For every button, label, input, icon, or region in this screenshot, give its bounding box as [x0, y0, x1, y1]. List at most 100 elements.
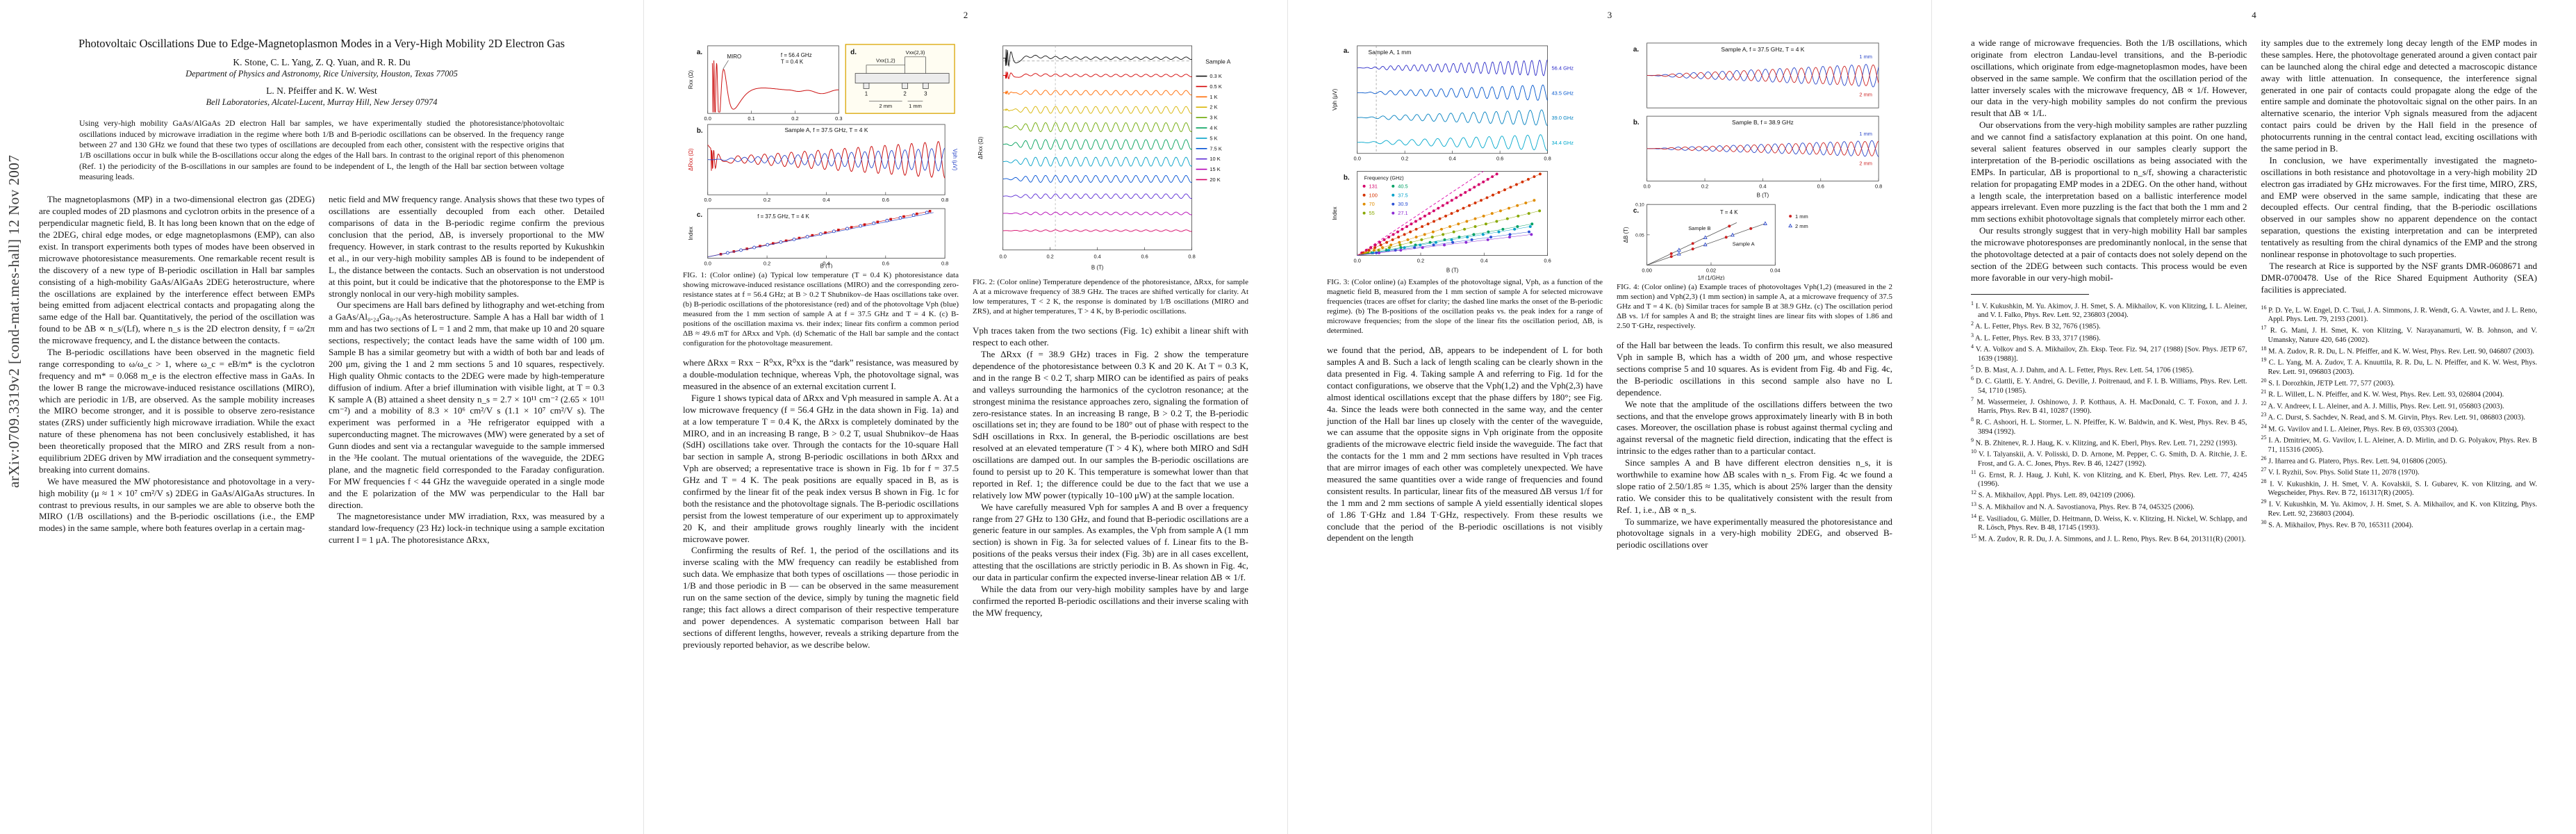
tick-label: 0.6 [1496, 156, 1503, 162]
page3-col1-text: we found that the period, ΔB, appears to… [1327, 345, 1603, 544]
tick-label: 0.6 [1817, 183, 1824, 189]
authors-line: K. Stone, C. L. Yang, Z. Q. Yuan, and R.… [233, 57, 411, 68]
tick-label: 0.0 [1354, 258, 1361, 264]
legend-label: 2 mm [1795, 223, 1808, 229]
fig-label: Sample A, 1 mm [1369, 49, 1412, 56]
fig-curve [1002, 90, 1192, 96]
fig-label: Sample A, f = 37.5 GHz, T = 4 K [1721, 46, 1804, 53]
reference-item: 26 J. Iñarrea and G. Platero, Phys. Rev.… [2261, 455, 2447, 466]
paragraph: Our observations from the very-high mobi… [1971, 120, 2247, 224]
legend-label: 131 [1369, 183, 1378, 189]
page-2: 2 a. MIRO f = 56.4 GHz T = 0.4 K Rxx (Ω) 0.0 0… [644, 0, 1288, 834]
tick-label: 0.4 [1759, 183, 1766, 189]
tick-label: 0.2 [763, 197, 770, 203]
fig-curve [1002, 49, 1192, 67]
reference-item: 9 N. B. Zhitenev, R. J. Haug, K. v. Klit… [1971, 436, 2238, 448]
legend-label: 37.5 [1398, 192, 1407, 198]
page4-col2-text: ity samples due to the extremely long de… [2261, 38, 2538, 296]
fig-curve [1357, 174, 1497, 256]
fig-label: Index [1332, 206, 1338, 220]
fig-curve [1357, 171, 1484, 256]
reference-item: 8 R. C. Ashoori, H. L. Stormer, L. N. Pf… [1971, 416, 2247, 436]
paragraph: Vph traces taken from the two sections (… [973, 325, 1248, 348]
fig-curve [1357, 211, 1540, 256]
figure-2-caption: FIG. 2: (Color online) Temperature depen… [973, 278, 1248, 316]
figure-1-caption: FIG. 1: (Color online) (a) Typical low t… [683, 271, 959, 348]
reference-item: 17 R. G. Mani, J. H. Smet, K. von Klitzi… [2261, 325, 2538, 344]
fig-label: Vxx(2,3) [906, 49, 925, 56]
paragraph: Our results strongly suggest that in ver… [1971, 225, 2247, 283]
fig-curve [1002, 193, 1192, 199]
reference-item: 24 M. G. Vavilov and I. L. Aleiner, Phys… [2261, 423, 2459, 434]
fig-label: B (T) [1446, 267, 1459, 273]
page-number: 2 [963, 10, 968, 20]
figure-2: 0.3 K 0.5 K 1 K 2 K 3 K 4 K 5 K 7.5 K 10 K 15 K 20… [973, 38, 1248, 317]
page-4: 4 a wide range of microwave frequencies.… [1932, 0, 2576, 834]
fig-label: 0.05 [1635, 233, 1644, 238]
fig-label: T = 4 K [1720, 209, 1738, 215]
page1-column-2: netic field and MW frequency range. Anal… [329, 194, 604, 546]
legend-label: 3 K [1209, 115, 1217, 121]
fig-label: d. [850, 49, 857, 56]
fig-curve [1002, 229, 1192, 232]
tick-label: 0.0 [1354, 156, 1361, 162]
legend-label: 5 K [1209, 135, 1217, 141]
figure-3: a. Sample A, 1 mm 56.4 GHz 43.5 GHz 39.0 GHz… [1327, 38, 1603, 336]
fig-label: Vph (μV) [952, 149, 958, 171]
paragraph: The ΔRxx (f = 38.9 GHz) traces in Fig. 2… [973, 349, 1248, 500]
fig-label: B (T) [1091, 264, 1104, 270]
fig-label: 1 mm [909, 103, 922, 109]
reference-item: 22 A. V. Andreev, I. L. Aleiner, and A. … [2261, 400, 2504, 411]
tick-label: 0.2 [763, 261, 770, 267]
reference-item: 3 A. L. Fetter, Phys. Rev. B 33, 3717 (1… [1971, 332, 2101, 343]
reference-item: 7 M. Wassermeier, J. Oshinowo, J. P. Kot… [1971, 395, 2247, 416]
figure-4-chart: a. Sample A, f = 37.5 GHz, T = 4 K 1 mm 2 m… [1617, 38, 1892, 281]
fig-label: a. [1633, 46, 1640, 54]
paragraph: Figure 1 shows typical data of ΔRxx and … [683, 392, 959, 544]
paragraph: We have measured the MW photoresistance … [39, 475, 315, 534]
fig-curve [1357, 174, 1540, 256]
tick-label: 0.2 [1401, 156, 1408, 162]
paragraph: a wide range of microwave frequencies. B… [1971, 38, 2247, 119]
fig-label: 2 mm [1859, 91, 1872, 97]
paragraph: To summarize, we have experimentally mea… [1617, 516, 1892, 550]
fig-label: 39.0 GHz [1552, 115, 1574, 121]
fig-curve [1646, 64, 1879, 86]
reference-item: 12 S. A. Mikhailov, Appl. Phys. Lett. 89… [1971, 489, 2136, 500]
legend-label: 100 [1369, 192, 1378, 198]
fig-curve [1357, 134, 1548, 151]
fig-label: 3 [924, 90, 927, 97]
tick-label: 0.0 [704, 261, 711, 267]
fig-label: Sample A [1733, 241, 1755, 247]
fig-label: 43.5 GHz [1552, 90, 1574, 96]
fig-curve [1357, 109, 1548, 126]
legend-label: 4 K [1209, 124, 1217, 131]
fig-label: 1 mm [1859, 131, 1872, 137]
arxiv-banner: arXiv:0709.3319v2 [cond-mat.mes-hall] 12… [6, 154, 22, 488]
legend-title: Frequency (GHz) [1364, 174, 1405, 181]
tick-label: 0.6 [882, 261, 889, 267]
reference-item: 30 S. A. Mikhailov, Phys. Rev. B 70, 165… [2261, 518, 2413, 530]
reference-item: 15 M. A. Zudov, R. R. Du, J. A. Simmons,… [1971, 533, 2246, 543]
fig-curve [1357, 234, 1532, 256]
tick-label: 0.3 [835, 115, 842, 122]
fig-curve [707, 211, 930, 257]
fig-curve [711, 60, 839, 113]
fig-label: B (T) [1757, 192, 1769, 198]
legend-label: 55 [1369, 210, 1375, 216]
reference-item: 21 R. L. Willett, L. N. Pfeiffer, and K.… [2261, 389, 2504, 399]
reference-item: 20 S. I. Dorozhkin, JETP Lett. 77, 577 (… [2261, 377, 2395, 388]
reference-item: 19 C. L. Yang, M. A. Zudov, T. A. Knuutt… [2261, 357, 2538, 376]
page2-col1-text: where ΔRxx = Rxx − R⁰xx, R⁰xx is the “da… [683, 357, 959, 651]
tick-label: 0.4 [1093, 254, 1100, 260]
affiliation-1: Department of Physics and Astronomy, Ric… [185, 69, 458, 79]
paragraph: Since samples A and B have different ele… [1617, 457, 1892, 515]
fig-curve [1646, 140, 1879, 157]
fig-label: T = 0.4 K [781, 59, 804, 65]
fig-curve [1002, 139, 1192, 150]
page-3: 3 a. Sample A, 1 mm 56.4 GHz 43.5 GHz 39.0 G… [1288, 0, 1932, 834]
fig-curve [1357, 226, 1530, 256]
fig-label: f = 56.4 GHz [781, 52, 812, 58]
